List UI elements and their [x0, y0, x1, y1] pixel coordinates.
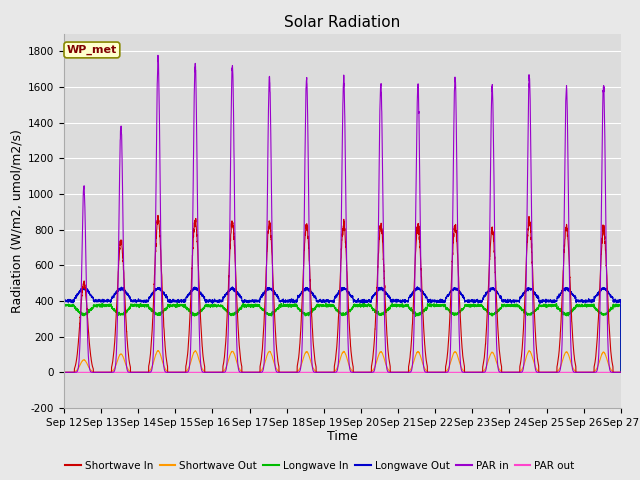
- PAR out: [467, 370, 475, 375]
- Longwave In: [617, 370, 625, 375]
- PAR in: [617, 370, 625, 375]
- Longwave Out: [160, 292, 168, 298]
- Shortwave In: [617, 370, 625, 375]
- Shortwave Out: [154, 348, 162, 353]
- Shortwave Out: [322, 370, 330, 375]
- PAR out: [499, 370, 506, 375]
- Shortwave In: [436, 370, 444, 375]
- PAR out: [617, 370, 625, 375]
- PAR out: [616, 370, 624, 375]
- Longwave In: [436, 302, 444, 308]
- Shortwave In: [322, 370, 330, 375]
- Shortwave In: [616, 370, 624, 375]
- Longwave Out: [436, 299, 444, 304]
- Text: WP_met: WP_met: [67, 45, 117, 55]
- PAR in: [60, 370, 68, 375]
- Legend: Shortwave In, Shortwave Out, Longwave In, Longwave Out, PAR in, PAR out: Shortwave In, Shortwave Out, Longwave In…: [61, 456, 579, 475]
- PAR in: [499, 370, 507, 375]
- Shortwave Out: [499, 370, 507, 375]
- Longwave Out: [617, 370, 625, 375]
- PAR in: [161, 366, 168, 372]
- Longwave In: [499, 304, 507, 310]
- PAR in: [154, 52, 162, 58]
- Longwave Out: [60, 298, 68, 304]
- PAR out: [160, 370, 168, 375]
- Longwave Out: [616, 297, 624, 302]
- Longwave In: [173, 300, 181, 306]
- Shortwave Out: [161, 364, 168, 370]
- Shortwave Out: [467, 370, 475, 375]
- Longwave Out: [322, 299, 330, 305]
- Line: Shortwave In: Shortwave In: [64, 216, 621, 372]
- Line: Longwave Out: Longwave Out: [64, 287, 621, 372]
- PAR out: [60, 370, 68, 375]
- Shortwave In: [161, 328, 168, 334]
- Longwave In: [60, 302, 68, 308]
- Shortwave Out: [60, 370, 68, 375]
- Shortwave Out: [616, 370, 624, 375]
- Longwave In: [467, 304, 475, 310]
- Shortwave In: [60, 370, 68, 375]
- Longwave Out: [413, 284, 421, 290]
- Y-axis label: Radiation (W/m2, umol/m2/s): Radiation (W/m2, umol/m2/s): [11, 129, 24, 313]
- X-axis label: Time: Time: [327, 431, 358, 444]
- PAR in: [436, 370, 444, 375]
- Longwave Out: [467, 299, 475, 305]
- Shortwave Out: [617, 370, 625, 375]
- Title: Solar Radiation: Solar Radiation: [284, 15, 401, 30]
- Longwave In: [160, 308, 168, 314]
- PAR in: [467, 370, 475, 375]
- PAR out: [436, 370, 444, 375]
- PAR in: [616, 370, 624, 375]
- Line: PAR in: PAR in: [64, 55, 621, 372]
- Shortwave In: [467, 370, 475, 375]
- Shortwave Out: [436, 370, 444, 375]
- Line: Longwave In: Longwave In: [64, 303, 621, 372]
- Longwave In: [616, 303, 624, 309]
- Shortwave In: [154, 213, 162, 218]
- PAR in: [322, 370, 330, 375]
- Line: Shortwave Out: Shortwave Out: [64, 350, 621, 372]
- Longwave In: [322, 300, 330, 306]
- Shortwave In: [499, 370, 507, 375]
- Longwave Out: [499, 297, 507, 303]
- PAR out: [322, 370, 330, 375]
